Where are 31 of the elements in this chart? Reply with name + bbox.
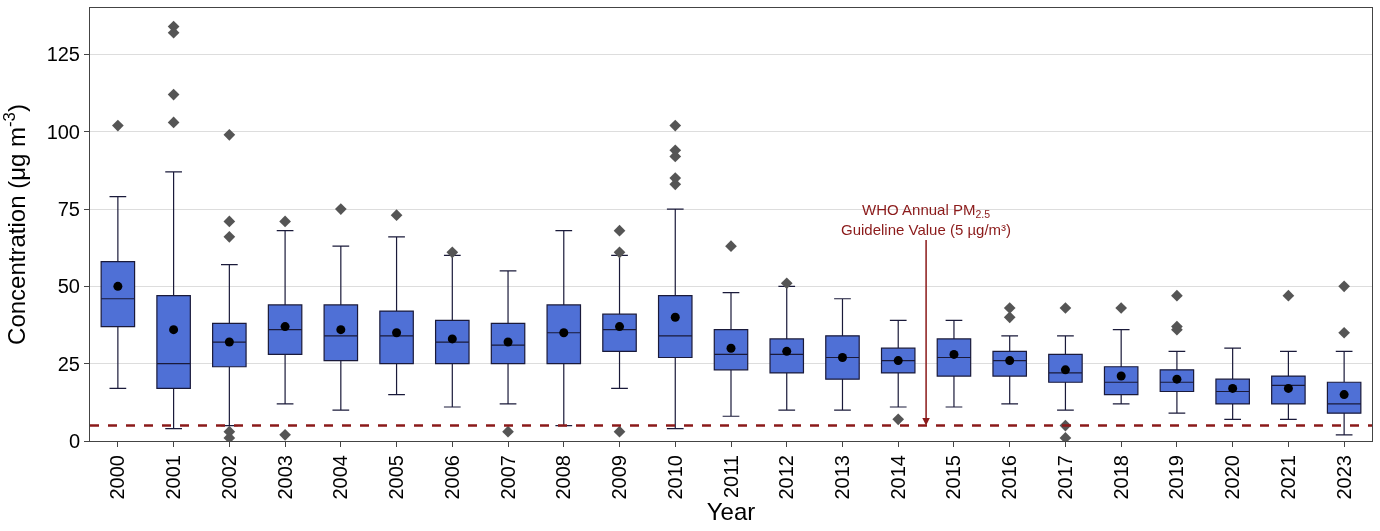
x-tick-label: 2009	[608, 455, 631, 500]
y-tick-label: 25	[57, 352, 80, 375]
x-tick-label: 2007	[496, 455, 519, 500]
y-tick-label: 0	[68, 430, 80, 452]
x-axis-title: Year	[706, 498, 756, 526]
x-tick-label: 2010	[663, 455, 686, 500]
x-tick-label: 2001	[162, 455, 185, 500]
x-tick-label: 2004	[329, 455, 352, 500]
x-tick-label: 2021	[1276, 455, 1299, 500]
x-tick-label: 2011	[719, 455, 742, 499]
x-tick-label: 2020	[1221, 455, 1244, 500]
x-tick-label: 2006	[440, 455, 463, 500]
x-tick-label: 2014	[886, 455, 909, 500]
x-tick-label: 2005	[385, 455, 408, 500]
x-tick-label: 2003	[273, 455, 296, 500]
y-tick-label: 50	[57, 275, 80, 298]
x-tick-label: 2002	[217, 455, 240, 500]
ref-line-label: WHO Annual PM$_{2.5}$ Guideline Value (5 µg/m³)	[841, 201, 1012, 238]
x-tick-label: 2018	[1109, 455, 1132, 500]
x-tick-label: 2012	[775, 455, 798, 500]
x-tick-label: 2013	[830, 455, 853, 500]
x-tick-label: 2017	[1053, 455, 1076, 500]
x-tick-label: 2015	[942, 455, 965, 500]
y-tick-label: 100	[46, 120, 80, 143]
x-tick-label: 2000	[106, 455, 129, 500]
x-tick-label: 2008	[552, 455, 575, 500]
y-tick-label: 75	[57, 198, 80, 221]
y-tick-label: 125	[46, 43, 80, 66]
x-tick-label: 2023	[1332, 455, 1355, 500]
x-tick-label: 2019	[1165, 455, 1188, 500]
x-tick-label: 2016	[998, 455, 1021, 500]
